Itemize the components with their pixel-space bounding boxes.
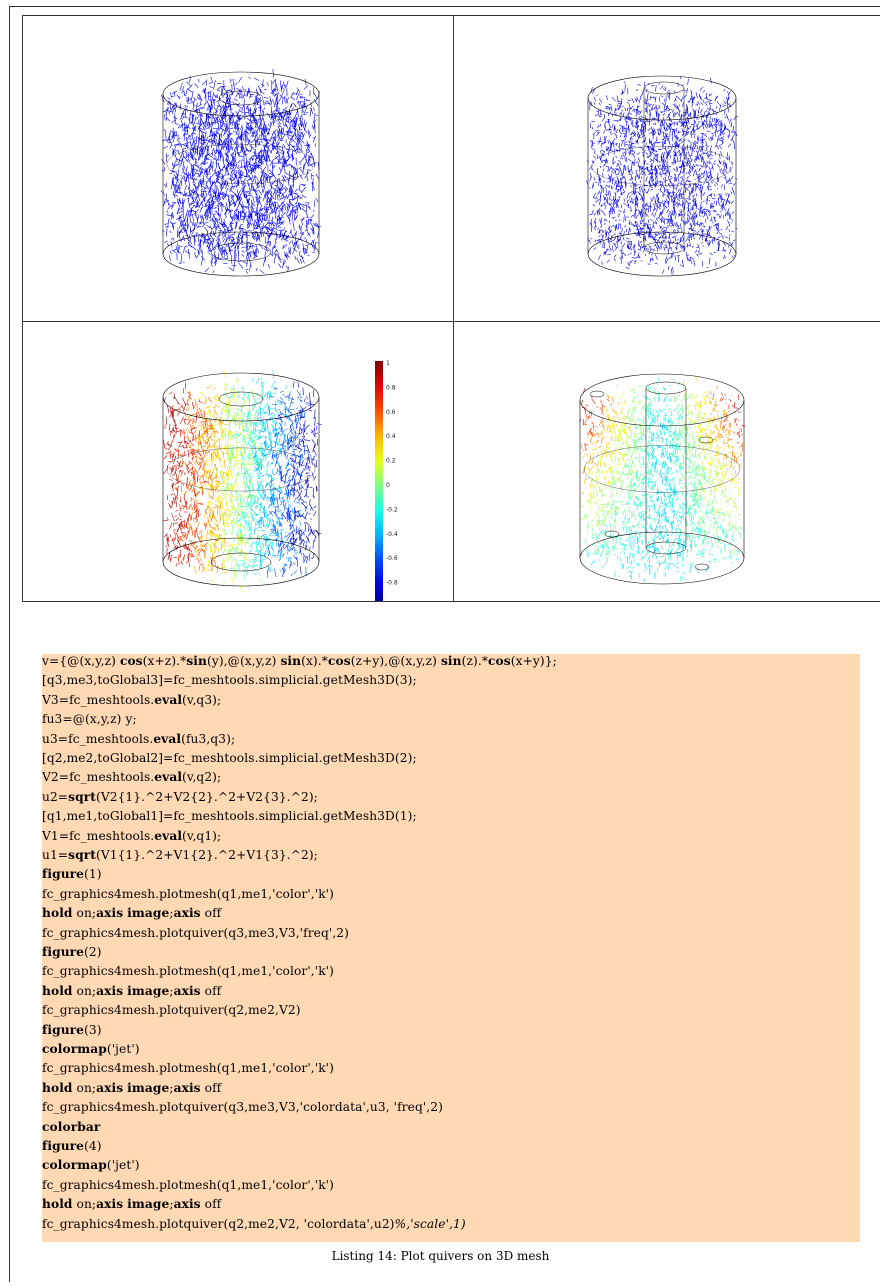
code-line: fc_graphics4mesh.plotmesh(q1,me1,'color'… xyxy=(42,1061,334,1076)
corner-mark xyxy=(453,15,467,16)
code-line: hold on;axis image;axis off xyxy=(42,906,222,921)
corner-mark xyxy=(22,15,36,16)
figure-2 xyxy=(453,15,880,322)
code-line: figure(2) xyxy=(42,945,102,959)
figure-4 xyxy=(453,321,880,602)
figure-1-plot xyxy=(160,68,322,277)
code-line: hold on;axis image;axis off xyxy=(42,1197,222,1212)
colorbar-tick-label: 0.6 xyxy=(386,409,396,416)
code-line: [q2,me2,toGlobal2]=fc_meshtools.simplici… xyxy=(42,751,417,765)
colorbar-tick-label: -0.2 xyxy=(386,506,398,513)
code-line: fc_graphics4mesh.plotquiver(q3,me3,V3,'f… xyxy=(42,925,350,940)
page-frame xyxy=(9,6,880,1282)
figure-2-plot xyxy=(586,75,738,277)
code-line: u2=sqrt(V2{1}.^2+V2{2}.^2+V2{3}.^2); xyxy=(42,789,318,804)
inner-hole xyxy=(210,391,272,572)
code-listing: v={@(x,y,z) cos(x+z).*sin(y),@(x,y,z) si… xyxy=(42,654,860,1242)
mesh-outline xyxy=(162,71,320,277)
inner-holes xyxy=(589,381,714,571)
mesh-outline xyxy=(162,372,320,587)
corner-mark xyxy=(866,321,880,322)
inner-tube xyxy=(643,81,685,255)
code-line: figure(1) xyxy=(42,867,102,882)
colorbar: 10.80.60.40.20-0.2-0.4-0.6-0.8-1 xyxy=(375,360,398,601)
code-line: v={@(x,y,z) cos(x+z).*sin(y),@(x,y,z) si… xyxy=(42,654,557,668)
code-line: [q1,me1,toGlobal1]=fc_meshtools.simplici… xyxy=(42,809,417,824)
code-line: [q3,me3,toGlobal3]=fc_meshtools.simplici… xyxy=(42,673,417,688)
code-line: V3=fc_meshtools.eval(v,q3); xyxy=(42,692,222,707)
colorbar-tick-label: 0.2 xyxy=(386,458,396,465)
colorbar-gradient xyxy=(375,361,383,601)
code-line: fc_graphics4mesh.plotmesh(q1,me1,'color'… xyxy=(42,964,334,979)
mesh-outline xyxy=(587,75,737,277)
code-line: fc_graphics4mesh.plotmesh(q1,me1,'color'… xyxy=(42,886,334,901)
code-line: fc_graphics4mesh.plotquiver(q2,me2,V2) xyxy=(42,1003,301,1018)
code-line: figure(3) xyxy=(42,1022,102,1037)
colorbar-tick-label: 0 xyxy=(386,482,390,489)
quiver-arrows xyxy=(578,374,746,583)
code-line: hold on;axis image;axis off xyxy=(42,1080,222,1095)
figure-4-plot xyxy=(578,373,746,585)
quiver-arrows xyxy=(162,369,322,593)
code-line: V1=fc_meshtools.eval(v,q1); xyxy=(42,828,222,843)
code-line: u3=fc_meshtools.eval(fu3,q3); xyxy=(42,731,236,746)
code-line: colormap('jet') xyxy=(42,1158,140,1173)
corner-mark xyxy=(22,321,36,322)
code-line: colormap('jet') xyxy=(42,1042,140,1056)
figure-grid: 10.80.60.40.20-0.2-0.4-0.6-0.8-1 xyxy=(22,15,880,602)
code-line: fc_graphics4mesh.plotquiver(q3,me3,V3,'c… xyxy=(42,1100,443,1115)
code-line: hold on;axis image;axis off xyxy=(42,983,222,998)
quiver-arrows xyxy=(160,68,322,274)
corner-mark xyxy=(453,321,467,322)
colorbar-tick-label: 1 xyxy=(386,360,390,367)
figure-1 xyxy=(22,15,454,322)
code-line: figure(4) xyxy=(42,1139,102,1153)
figure-3: 10.80.60.40.20-0.2-0.4-0.6-0.8-1 xyxy=(22,321,454,602)
quiver-arrows xyxy=(586,76,738,275)
mesh-outline xyxy=(579,373,745,585)
colorbar-tick-label: -0.6 xyxy=(386,555,398,562)
code-line: fu3=@(x,y,z) y; xyxy=(42,712,137,727)
code-line: V2=fc_meshtools.eval(v,q2); xyxy=(42,770,222,785)
figure-3-plot: 10.80.60.40.20-0.2-0.4-0.6-0.8-1 xyxy=(162,360,398,601)
code-line: u1=sqrt(V1{1}.^2+V1{2}.^2+V1{3}.^2); xyxy=(42,848,318,862)
code-line: colorbar xyxy=(42,1119,101,1134)
colorbar-tick-label: -0.8 xyxy=(386,580,398,587)
colorbar-tick-label: 0.4 xyxy=(386,433,396,440)
listing-caption: Listing 14: Plot quivers on 3D mesh xyxy=(331,1249,550,1263)
colorbar-tick-label: 0.8 xyxy=(386,384,396,391)
inner-hole xyxy=(210,90,272,262)
colorbar-tick-label: -0.4 xyxy=(386,531,398,538)
corner-mark xyxy=(866,15,880,16)
code-line: fc_graphics4mesh.plotquiver(q2,me2,V2, '… xyxy=(42,1216,466,1231)
code-line: fc_graphics4mesh.plotmesh(q1,me1,'color'… xyxy=(42,1177,334,1192)
